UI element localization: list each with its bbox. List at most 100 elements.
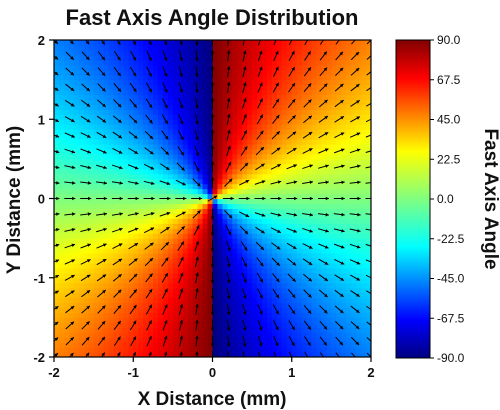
heatmap-cell [207, 302, 214, 309]
heatmap-cell [197, 302, 204, 309]
heatmap-cell [88, 347, 95, 353]
heatmap-cell [346, 307, 352, 314]
heatmap-cell [331, 49, 337, 56]
heatmap-cell [138, 153, 144, 160]
heatmap-cell [182, 213, 189, 219]
vector-arrow [192, 210, 201, 219]
heatmap-cell [262, 104, 268, 110]
heatmap-cell [366, 178, 371, 185]
heatmap-cell [187, 243, 194, 249]
heatmap-cell [108, 223, 115, 229]
heatmap-cell [128, 203, 134, 209]
heatmap-cell [222, 252, 228, 259]
heatmap-cell [192, 342, 199, 348]
heatmap-cell [341, 44, 347, 51]
heatmap-cell [103, 153, 110, 160]
heatmap-cell [128, 262, 134, 269]
heatmap-cell [88, 144, 95, 150]
heatmap-cell [232, 188, 238, 195]
heatmap-cell [296, 129, 303, 135]
heatmap-cell [167, 79, 174, 86]
heatmap-cell [227, 218, 233, 224]
vector-arrow [273, 351, 277, 357]
heatmap-cell [341, 148, 347, 155]
heatmap-cell [321, 292, 328, 299]
heatmap-cell [88, 317, 95, 323]
vector-arrow [65, 83, 75, 92]
vector-arrow [65, 336, 75, 346]
heatmap-cell [93, 223, 100, 229]
heatmap-cell [306, 322, 313, 328]
heatmap-cell [237, 327, 243, 333]
vector-arrow [162, 50, 168, 62]
vector-arrow [334, 289, 345, 298]
heatmap-cell [237, 168, 243, 175]
heatmap-cell [222, 347, 228, 353]
heatmap-cell [227, 262, 233, 269]
heatmap-cell [321, 257, 328, 264]
heatmap-cell [271, 208, 278, 214]
heatmap-cell [103, 144, 110, 150]
heatmap-cell [58, 64, 65, 71]
heatmap-cell [247, 109, 253, 115]
heatmap-cell [242, 248, 248, 254]
heatmap-cell [217, 257, 223, 264]
vector-arrow [97, 67, 106, 77]
heatmap-cell [366, 347, 371, 353]
heatmap-cell [58, 347, 65, 353]
heatmap-cell [118, 292, 124, 299]
heatmap-cell [311, 64, 318, 71]
heatmap-cell [257, 208, 263, 214]
heatmap-cell [247, 243, 253, 249]
heatmap-cell [128, 208, 134, 214]
heatmap-cell [182, 89, 189, 96]
heatmap-cell [321, 198, 328, 205]
heatmap-cell [222, 129, 228, 135]
heatmap-cell [98, 178, 105, 185]
heatmap-cell [68, 208, 75, 214]
heatmap-cell [356, 233, 362, 239]
heatmap-cell [93, 208, 100, 214]
heatmap-cell [162, 277, 169, 284]
heatmap-cell [326, 183, 332, 190]
heatmap-cell [148, 74, 154, 81]
heatmap-cell [197, 297, 204, 304]
heatmap-cell [83, 327, 90, 333]
heatmap-cell [217, 352, 223, 357]
heatmap-cell [143, 267, 149, 274]
heatmap-cell [202, 238, 209, 244]
heatmap-cell [262, 203, 268, 209]
heatmap-cell [88, 292, 95, 299]
heatmap-cell [93, 134, 100, 140]
heatmap-cell [172, 228, 179, 234]
heatmap-cell [162, 89, 169, 96]
heatmap-cell [98, 168, 105, 175]
heatmap-cell [232, 109, 238, 115]
heatmap-cell [73, 327, 80, 333]
heatmap-cell [321, 89, 328, 96]
heatmap-cell [227, 287, 233, 294]
heatmap-cell [113, 218, 119, 224]
heatmap-cell [123, 188, 129, 195]
heatmap-cell [286, 89, 293, 96]
heatmap-cell [172, 104, 179, 110]
heatmap-cell [286, 183, 293, 190]
heatmap-cell [153, 173, 159, 180]
heatmap-cell [83, 262, 90, 269]
heatmap-cell [247, 203, 253, 209]
heatmap-cell [58, 218, 65, 224]
heatmap-cell [172, 302, 179, 309]
heatmap-cell [306, 267, 313, 274]
heatmap-cell [361, 297, 367, 304]
heatmap-cell [212, 332, 219, 338]
heatmap-cell [346, 163, 352, 170]
heatmap-cell [217, 69, 223, 76]
heatmap-cell [212, 233, 219, 239]
heatmap-cell [291, 198, 298, 205]
heatmap-cell [366, 272, 371, 279]
heatmap-cell [118, 262, 124, 269]
heatmap-cell [167, 94, 174, 101]
heatmap-cell [286, 124, 293, 130]
heatmap-cell [167, 49, 174, 56]
heatmap-cell [202, 158, 209, 165]
